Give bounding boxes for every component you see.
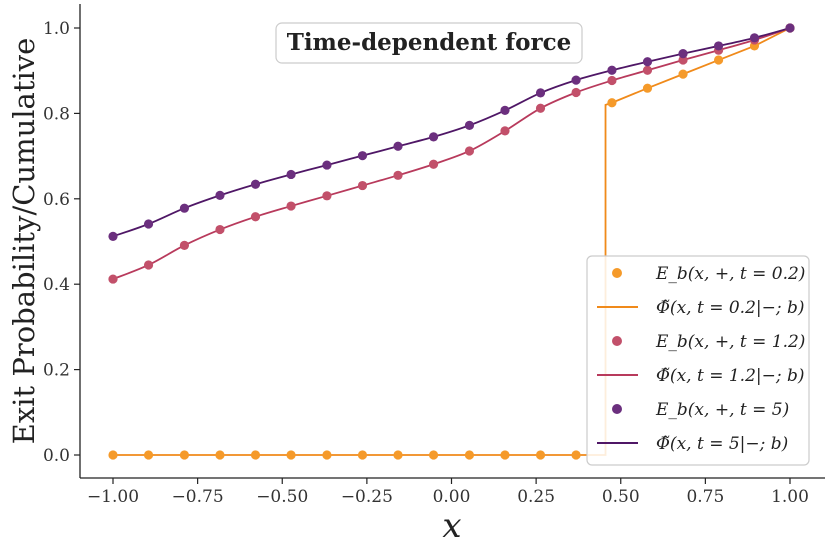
x-tick-label: 0.25 [517,487,555,507]
legend-marker [612,336,622,346]
y-tick-label: 0.6 [43,190,70,210]
data-point [678,55,688,65]
data-point [108,274,118,284]
data-point [785,23,795,33]
data-point [215,450,225,460]
x-tick-label: −0.25 [341,487,393,507]
data-point [108,231,118,241]
legend-label: Φ̃(x, t = 1.2|−; b) [656,366,805,386]
data-point [393,450,403,460]
data-point [428,132,439,142]
legend-label: Φ̃(x, t = 5|−; b) [656,434,788,454]
y-tick-label: 0.2 [43,361,70,381]
legend-frame [586,255,810,466]
y-axis-title: Exit Probability/Cumulative [7,38,41,445]
data-point [749,33,760,43]
data-point [286,169,296,180]
data-point [535,88,546,98]
legend: E_b(x, +, t = 0.2) Φ̃(x, t = 0.2|−; b) E_b… [586,255,810,466]
x-tick-label: 0.50 [602,487,640,507]
data-point [250,450,261,460]
y-tick-label: 0.8 [43,104,70,124]
y-tick-label: 0.4 [43,275,70,295]
series-line [112,27,791,280]
data-point [143,219,154,229]
x-tick-label: −1.00 [87,487,139,507]
data-point [500,126,510,136]
data-point [286,450,296,460]
title-box: Time-dependent force [275,22,583,64]
data-point [143,450,154,460]
chart-title: Time-dependent force [287,29,572,56]
data-point [500,105,510,116]
data-point [179,450,190,460]
data-point [713,41,724,51]
data-point [143,260,154,270]
data-point [571,75,581,85]
data-point [464,450,475,460]
data-point [642,65,653,75]
data-point [357,151,368,161]
data-point [607,98,617,108]
data-point [535,450,546,460]
legend-marker [612,404,622,414]
data-point [642,83,653,93]
data-point [393,141,403,151]
data-point [428,450,439,460]
legend-label: E_b(x, +, t = 1.2) [655,332,805,352]
data-point [322,450,332,460]
data-point [357,180,368,191]
data-point [322,191,332,201]
legend-marker [612,268,622,278]
data-point [535,103,546,113]
data-point [250,179,261,189]
x-tick-label: 1.00 [771,487,809,507]
data-point [464,120,475,130]
legend-label: Φ̃(x, t = 0.2|−; b) [656,298,805,318]
x-ticks: −1.00 −0.75 −0.50 −0.25 0.00 0.25 0.50 0.75 1.00 [87,478,809,507]
data-point [215,224,225,235]
data-point [464,146,475,156]
data-point [393,170,403,180]
data-point [179,203,190,213]
data-point [286,201,296,211]
data-point [571,450,581,460]
data-point [322,160,332,170]
series-layer [108,23,795,460]
y-tick-label: 1.0 [43,19,70,39]
x-tick-label: −0.50 [256,487,308,507]
x-tick-label: 0.75 [686,487,724,507]
data-point [713,55,724,65]
data-point [571,87,581,98]
data-point [500,450,510,460]
legend-label: E_b(x, +, t = 0.2) [655,264,805,284]
data-point [607,75,617,86]
x-tick-label: 0.00 [433,487,471,507]
x-tick-label: −0.75 [172,487,224,507]
data-point [357,450,368,460]
data-point [428,159,439,169]
data-point [108,450,118,460]
y-tick-label: 0.0 [43,446,70,466]
data-point [215,190,225,200]
data-point [678,69,688,79]
data-point [250,212,261,222]
data-point [607,65,617,75]
legend-label: E_b(x, +, t = 5) [655,400,789,420]
data-point [678,49,688,59]
data-point [179,240,190,250]
x-axis-title: x [442,506,461,546]
y-ticks: 0.0 0.2 0.4 0.6 0.8 1.0 [43,19,80,466]
data-point [642,57,653,67]
